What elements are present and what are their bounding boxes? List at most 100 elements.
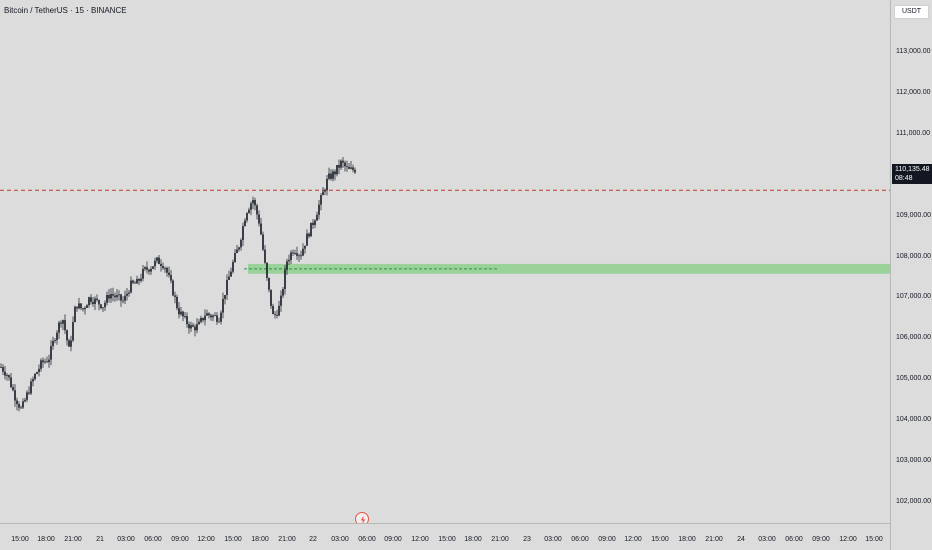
time-label: 21:00 — [278, 536, 296, 543]
candle-body — [282, 289, 284, 296]
candle-body — [14, 390, 16, 401]
time-label: 15:00 — [224, 536, 242, 543]
candle-body — [30, 381, 32, 394]
candle-body — [116, 295, 118, 298]
candle-body — [200, 317, 202, 322]
candle-body — [322, 191, 324, 196]
candle-body — [42, 360, 44, 363]
candle-body — [132, 280, 134, 283]
candle-body — [64, 320, 66, 331]
candle-body — [174, 295, 176, 297]
candle-body — [342, 160, 344, 163]
candle-body — [172, 280, 174, 296]
price-scale[interactable] — [890, 0, 932, 550]
candle-body — [350, 167, 352, 169]
candle-body — [224, 295, 226, 299]
candle-body — [286, 261, 288, 270]
candle-body — [192, 325, 194, 327]
candle-body — [328, 173, 330, 179]
candle-body — [202, 317, 204, 321]
candle-body — [314, 220, 316, 225]
time-label: 06:00 — [358, 536, 376, 543]
candle-body — [18, 404, 20, 408]
candle-body — [234, 253, 236, 262]
candle-body — [262, 234, 264, 250]
candle-body — [124, 295, 126, 301]
candle-body — [226, 279, 228, 296]
price-label: 105,000.00 — [896, 375, 932, 382]
candlestick-chart[interactable] — [0, 0, 890, 523]
currency-button[interactable]: USDT — [894, 5, 929, 19]
candle-body — [156, 257, 158, 261]
demand-zone — [248, 263, 890, 274]
candle-body — [2, 367, 4, 372]
candle-body — [102, 307, 104, 309]
candle-body — [338, 164, 340, 168]
candle-body — [250, 203, 252, 210]
candle-body — [110, 294, 112, 299]
candle-body — [160, 263, 162, 267]
price-label: 107,000.00 — [896, 293, 932, 300]
candle-body — [268, 277, 270, 290]
candle-body — [230, 271, 232, 277]
candle-body — [22, 401, 24, 408]
time-label: 12:00 — [624, 536, 642, 543]
candle-body — [312, 222, 314, 225]
candle-body — [266, 262, 268, 278]
candle-body — [248, 209, 250, 214]
candle-body — [306, 233, 308, 246]
candle-body — [66, 330, 68, 341]
time-label: 24 — [737, 536, 745, 543]
candle-body — [212, 315, 214, 318]
candle-body — [0, 367, 2, 368]
candle-body — [24, 399, 26, 402]
candle-body — [74, 306, 76, 323]
candle-body — [264, 249, 266, 263]
candle-body — [34, 373, 36, 380]
candle-body — [296, 253, 298, 256]
candle-body — [194, 326, 196, 331]
chart-area[interactable]: Bitcoin / TetherUS · 15 · BINANCE — [0, 0, 890, 526]
time-label: 03:00 — [117, 536, 135, 543]
candle-body — [142, 268, 144, 279]
candle-body — [86, 305, 88, 308]
candle-body — [12, 387, 14, 391]
candle-body — [8, 375, 10, 378]
time-label: 21:00 — [64, 536, 82, 543]
candle-body — [138, 279, 140, 281]
time-label: 23 — [523, 536, 531, 543]
candle-body — [72, 322, 74, 341]
candle-body — [70, 340, 72, 347]
lightning-glyph — [360, 515, 366, 525]
candle-body — [144, 267, 146, 269]
candle-body — [198, 321, 200, 325]
candle-body — [336, 164, 338, 175]
candle-body — [324, 190, 326, 192]
candle-body — [316, 214, 318, 221]
candle-body — [152, 266, 154, 269]
candle-body — [140, 278, 142, 281]
candle-body — [40, 360, 42, 369]
symbol-title[interactable]: Bitcoin / TetherUS · 15 · BINANCE — [4, 6, 127, 15]
candle-body — [346, 166, 348, 168]
price-label: 111,000.00 — [896, 130, 930, 137]
candle-body — [150, 268, 152, 272]
time-label: 12:00 — [197, 536, 215, 543]
candle-body — [220, 312, 222, 322]
time-scale[interactable] — [0, 523, 890, 550]
time-label: 21:00 — [705, 536, 723, 543]
candle-body — [46, 361, 48, 363]
candle-body — [288, 259, 290, 262]
candle-body — [318, 204, 320, 215]
candle-body — [340, 160, 342, 168]
time-label: 09:00 — [598, 536, 616, 543]
candle-body — [76, 306, 78, 309]
candle-body — [16, 400, 18, 405]
last-price-tag: 110,135.48 08:48 — [892, 164, 932, 184]
time-label: 22 — [309, 536, 317, 543]
candle-body — [214, 315, 216, 317]
candle-body — [122, 300, 124, 302]
candle-body — [38, 368, 40, 373]
candle-body — [310, 222, 312, 237]
candle-body — [68, 340, 70, 347]
